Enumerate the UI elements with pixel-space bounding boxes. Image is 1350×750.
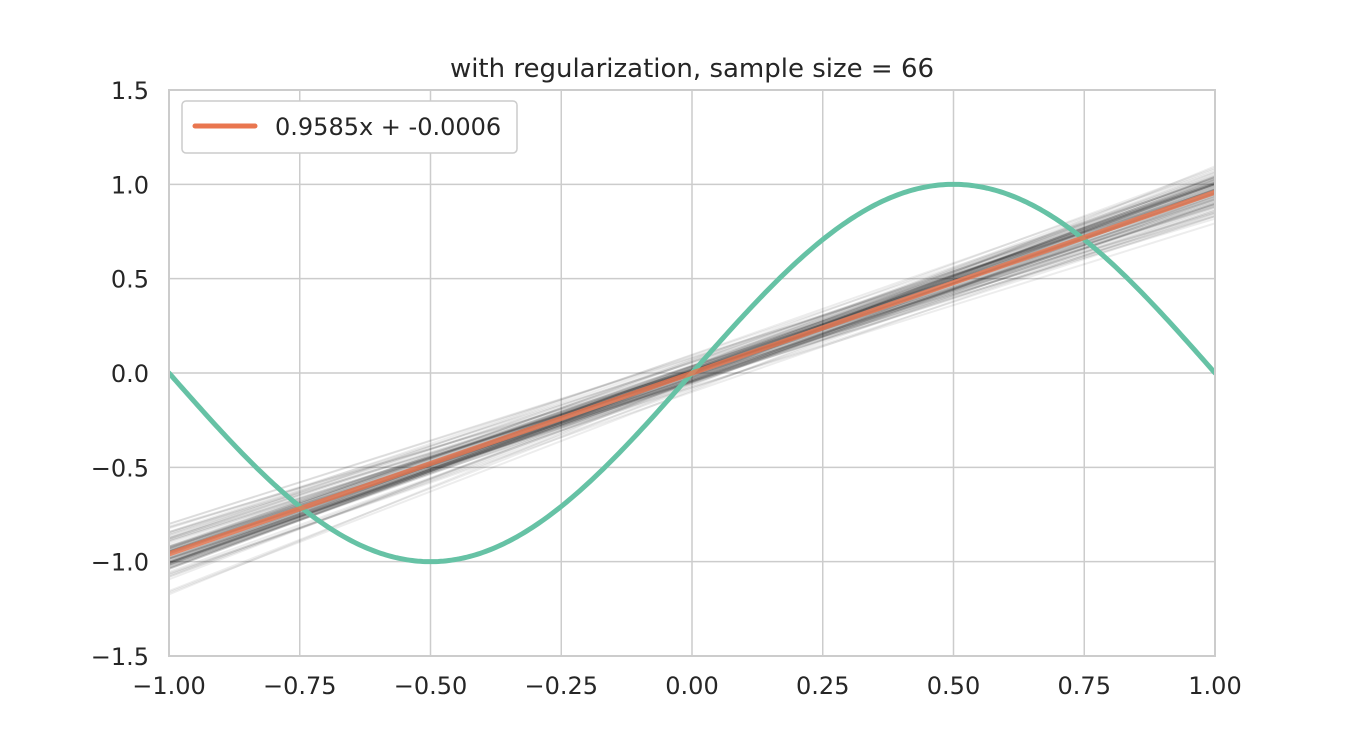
bootstrap-fit-line <box>169 202 1215 561</box>
y-tick-label: 0.5 <box>111 266 149 294</box>
legend: 0.9585x + -0.0006 <box>181 100 518 154</box>
bootstrap-fit-line <box>169 182 1215 535</box>
bootstrap-fit-line <box>169 167 1215 553</box>
bootstrap-fit-line <box>169 198 1215 567</box>
bootstrap-fit-line <box>169 183 1215 549</box>
y-tick-label: 0.0 <box>111 360 149 388</box>
bootstrap-fit-line <box>169 176 1215 548</box>
y-tick-label: 1.5 <box>111 77 149 105</box>
bootstrap-fit-line <box>169 183 1215 551</box>
bootstrap-fit-line <box>169 206 1215 560</box>
bootstrap-fit-line <box>169 174 1215 549</box>
x-tick-label: 0.00 <box>665 672 718 700</box>
bootstrap-fit-line <box>169 196 1215 564</box>
y-tick-labels: 1.5 1.0 0.5 0.0 −0.5 −1.0 −1.5 <box>91 77 149 671</box>
bootstrap-fit-line <box>169 195 1215 568</box>
bootstrap-fit-line <box>169 170 1215 539</box>
bootstrap-fit-line <box>169 173 1215 563</box>
bootstrap-fit-line <box>169 176 1215 554</box>
mean-fit-line <box>169 189 1215 557</box>
y-tick-label: 1.0 <box>111 171 149 199</box>
bootstrap-fit-line <box>169 187 1215 537</box>
x-tick-label: −1.00 <box>132 672 206 700</box>
bootstrap-fit-line <box>169 187 1215 594</box>
bootstrap-fit-line <box>169 195 1215 565</box>
bootstrap-fit-line <box>169 168 1215 564</box>
bootstrap-fit-line <box>169 183 1215 553</box>
y-tick-label: −0.5 <box>91 454 149 482</box>
x-tick-label: 0.50 <box>927 672 980 700</box>
bootstrap-fit-line <box>169 204 1215 559</box>
bootstrap-fit-line <box>169 179 1215 593</box>
bootstrap-fit-line <box>169 198 1215 563</box>
x-tick-label: −0.50 <box>394 672 468 700</box>
bootstrap-fit-line <box>169 185 1215 553</box>
bootstrap-fit-line <box>169 190 1215 525</box>
chart-title: with regularization, sample size = 66 <box>450 54 934 84</box>
bootstrap-fit-line <box>169 203 1215 558</box>
bootstrap-fit-line <box>169 180 1215 541</box>
x-tick-label: 0.75 <box>1058 672 1111 700</box>
bootstrap-fit-line <box>169 175 1215 581</box>
plot-area <box>169 165 1215 596</box>
bootstrap-fit-line <box>169 188 1215 550</box>
bootstrap-fit-line <box>169 194 1215 573</box>
bootstrap-fit-line <box>169 189 1215 525</box>
x-tick-label: 1.00 <box>1188 672 1241 700</box>
legend-label-mean-fit: 0.9585x + -0.0006 <box>275 113 501 141</box>
legend-box <box>181 100 518 154</box>
y-tick-label: −1.0 <box>91 549 149 577</box>
bootstrap-fit-line <box>169 209 1215 575</box>
bootstrap-fit-line <box>169 190 1215 578</box>
bootstrap-fit-line <box>169 165 1215 596</box>
bootstrap-fit-line <box>169 177 1215 534</box>
bootstrap-fit-line <box>169 202 1215 576</box>
bootstrap-fit-line <box>169 198 1215 560</box>
x-tick-label: −0.75 <box>263 672 337 700</box>
bootstrap-fit-line <box>169 181 1215 550</box>
x-tick-labels: −1.00 −0.75 −0.50 −0.25 0.00 0.25 0.50 0.75 1.00 <box>132 672 1241 700</box>
bootstrap-fit-line <box>169 215 1215 560</box>
x-tick-label: 0.25 <box>796 672 849 700</box>
bootstrap-fit-line <box>169 193 1215 567</box>
plot-frame <box>168 89 1216 657</box>
y-tick-label: −1.5 <box>91 643 149 671</box>
bootstrap-fit-lines <box>169 165 1215 596</box>
x-tick-label: −0.25 <box>524 672 598 700</box>
